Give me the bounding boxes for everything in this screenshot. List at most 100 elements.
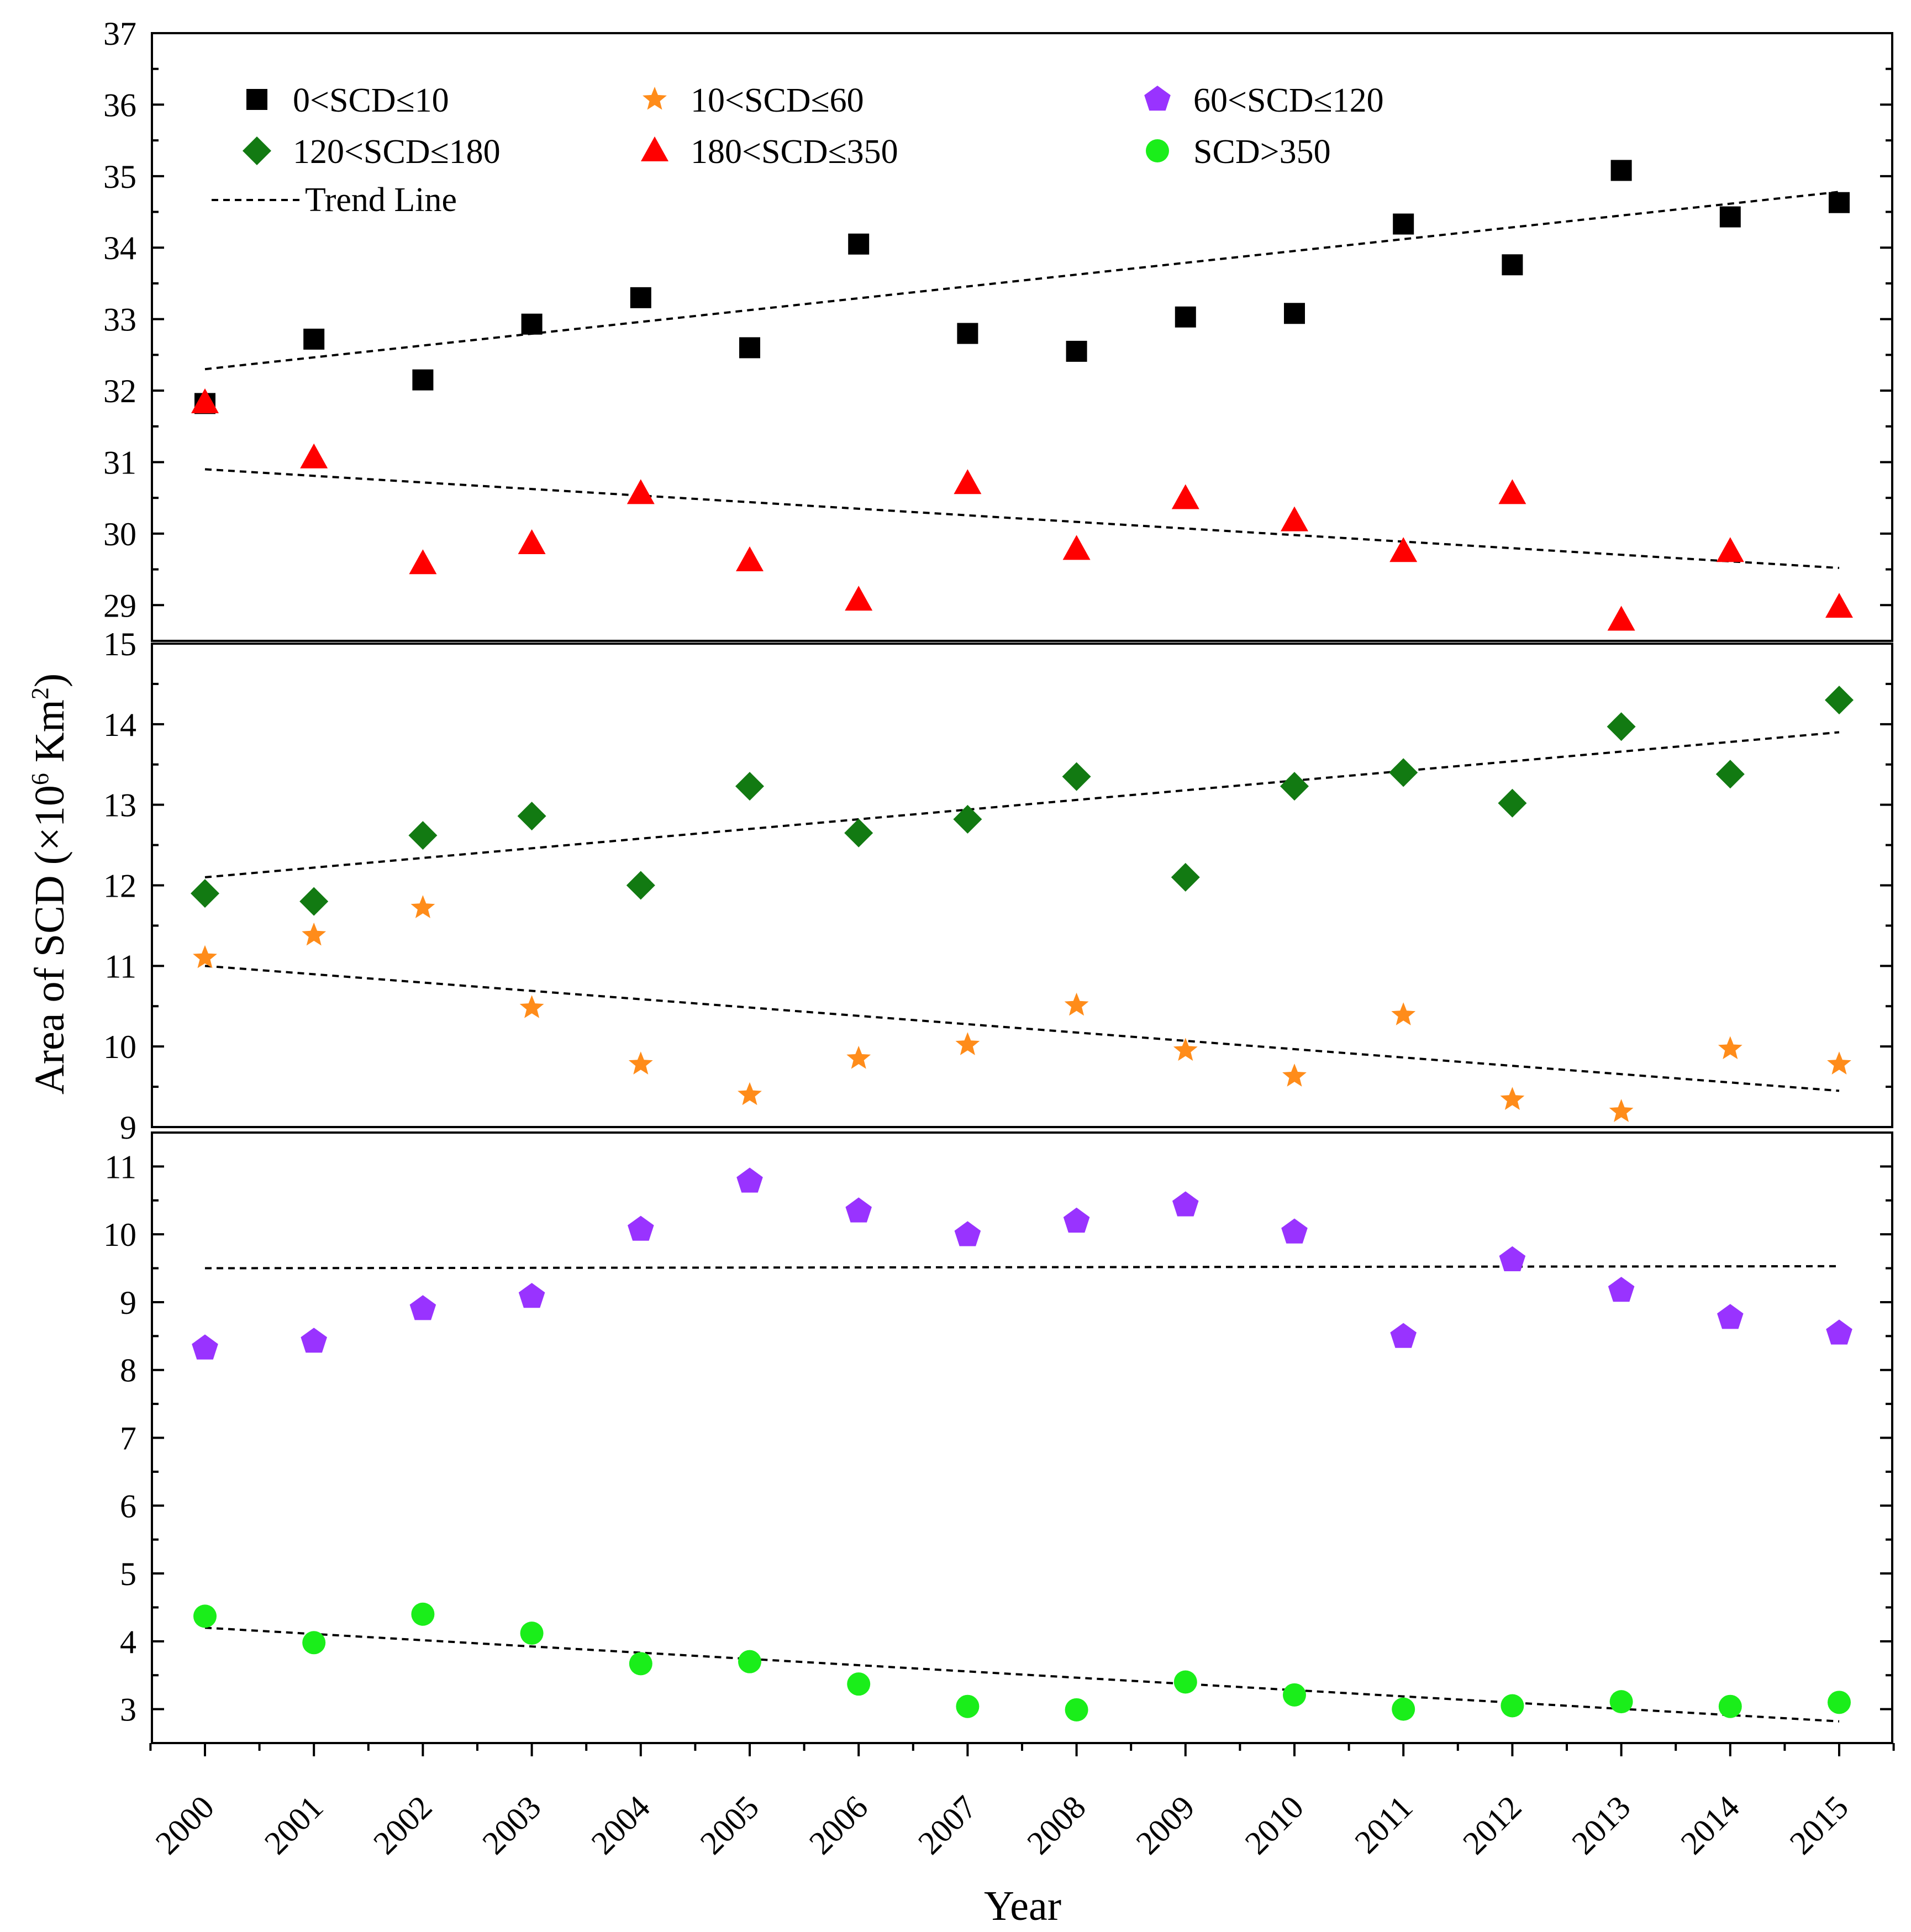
data-point-s5-2006 — [845, 586, 873, 611]
legend-label-s6: SCD>350 — [1193, 133, 1331, 171]
data-point-s1-2007 — [957, 323, 978, 344]
xtick-label: 2001 — [257, 1789, 330, 1862]
panel-bottom-ytick-label: 4 — [120, 1624, 136, 1660]
data-point-s5-2010 — [1281, 506, 1308, 531]
data-point-s6-2009 — [1173, 1670, 1197, 1694]
y-axis-title-square: 2 — [27, 687, 54, 699]
data-point-s4-2014 — [1715, 760, 1745, 789]
data-point-s6-2000 — [193, 1604, 217, 1628]
panels-layer: 2930313233343536379101112131415345678910… — [103, 15, 1893, 1744]
data-point-s4-2003 — [517, 802, 546, 831]
panel-top-ytick-label: 35 — [103, 159, 136, 195]
legend-entry-s2: 10<SCD≤60 — [643, 82, 864, 119]
data-point-s5-2012 — [1498, 479, 1526, 504]
data-point-s1-2010 — [1284, 303, 1305, 324]
data-point-s5-2002 — [409, 549, 437, 575]
data-point-s6-2002 — [411, 1602, 435, 1626]
data-point-s6-2012 — [1501, 1694, 1524, 1718]
data-point-s3-2006 — [845, 1197, 872, 1223]
data-point-s4-2002 — [408, 821, 438, 850]
data-point-s1-2009 — [1175, 306, 1196, 328]
legend-label-s3: 60<SCD≤120 — [1193, 82, 1384, 119]
legend-entry-s5: 180<SCD≤350 — [641, 133, 898, 171]
data-point-s2-2001 — [302, 922, 327, 946]
data-point-s5-2011 — [1389, 537, 1418, 562]
data-point-s5-2001 — [300, 443, 328, 468]
panel-bottom-ytick-label: 9 — [120, 1285, 136, 1321]
data-point-s2-2000 — [193, 945, 217, 968]
panel-bottom-frame — [151, 1131, 1893, 1744]
data-point-s6-2013 — [1609, 1690, 1633, 1714]
data-point-s5-2014 — [1716, 537, 1744, 562]
series-s1 — [194, 160, 1850, 414]
series-s4 — [191, 686, 1854, 916]
data-point-s4-2000 — [191, 879, 219, 908]
data-point-s1-2002 — [412, 369, 434, 391]
data-point-s3-2013 — [1608, 1277, 1635, 1302]
data-point-s2-2007 — [955, 1032, 980, 1055]
x-axis: 2000 2001 2002 2003 2004 2005 2006 2007 2008 2009… — [149, 1743, 1895, 1862]
data-point-s6-2008 — [1065, 1698, 1088, 1722]
trend-line-s2 — [204, 965, 1840, 1092]
panel-middle-ytick-label: 13 — [103, 787, 136, 824]
data-point-s5-2013 — [1607, 606, 1635, 631]
data-point-s2-2012 — [1500, 1087, 1525, 1110]
panel-bottom-ytick-label: 6 — [120, 1488, 136, 1524]
panel-bottom-ytick-label: 5 — [120, 1556, 136, 1592]
xtick-label: 2002 — [366, 1789, 439, 1862]
xtick-label: 2007 — [911, 1789, 984, 1862]
data-point-s1-2011 — [1393, 213, 1414, 235]
data-point-s3-2009 — [1172, 1191, 1199, 1217]
data-point-s6-2015 — [1828, 1691, 1851, 1714]
data-point-s1-2012 — [1502, 254, 1523, 276]
data-point-s4-2004 — [626, 871, 655, 900]
trend-line-s3 — [204, 1265, 1840, 1270]
data-point-s1-2004 — [630, 287, 651, 308]
data-point-s4-2011 — [1389, 758, 1418, 787]
data-point-s3-2002 — [409, 1295, 436, 1320]
panel-middle-ytick-label: 11 — [104, 948, 136, 985]
xtick-label: 2005 — [693, 1789, 766, 1862]
legend-marker-s6 — [1146, 139, 1169, 162]
trend-line-s4 — [204, 731, 1840, 878]
data-point-s4-2001 — [299, 887, 329, 916]
panel-top-ytick-label: 30 — [103, 516, 136, 552]
data-point-s2-2005 — [738, 1082, 762, 1105]
data-point-s5-2005 — [736, 546, 764, 572]
panel-bottom-ytick-label: 3 — [120, 1692, 136, 1728]
xtick-label: 2004 — [584, 1789, 657, 1862]
panel-bottom-ytick-label: 7 — [120, 1420, 136, 1457]
data-point-s4-2015 — [1825, 686, 1854, 715]
series-s6 — [193, 1602, 1851, 1722]
panel-middle-frame — [151, 643, 1893, 1128]
panel-bottom: 3 4 5 6 7 8 9 10 11 — [103, 1131, 1893, 1744]
legend-entry-s4: 120<SCD≤180 — [243, 133, 501, 171]
legend-entry-trend: Trend Line — [212, 181, 457, 219]
data-point-s1-2001 — [303, 328, 325, 350]
legend-entry-s3: 60<SCD≤120 — [1144, 82, 1384, 119]
panel-top-ytick-label: 32 — [103, 373, 136, 409]
data-point-s3-2005 — [736, 1167, 763, 1193]
panel-bottom-ytick-label: 11 — [104, 1149, 136, 1185]
data-point-s3-2008 — [1063, 1207, 1090, 1233]
data-point-s5-2004 — [627, 479, 655, 504]
data-point-s6-2004 — [629, 1652, 652, 1676]
panel-bottom-ytick-label: 8 — [120, 1352, 136, 1389]
data-point-s4-2008 — [1062, 762, 1091, 791]
xtick-label: 2000 — [149, 1789, 222, 1862]
xtick-label: 2006 — [802, 1789, 875, 1862]
y-axis-title: Area of SCD (×106 Km2) — [27, 673, 73, 1094]
legend-entry-s1: 0<SCD≤10 — [246, 82, 449, 119]
data-point-s1-2003 — [521, 313, 543, 335]
data-point-s5-2007 — [954, 469, 982, 494]
legend-label-s1: 0<SCD≤10 — [293, 82, 449, 119]
panel-top-ytick-label: 36 — [103, 87, 136, 123]
data-point-s2-2009 — [1173, 1038, 1198, 1061]
xtick-label: 2014 — [1673, 1789, 1746, 1862]
trend-line-s6 — [204, 1626, 1840, 1723]
xtick-label: 2010 — [1238, 1789, 1311, 1862]
data-point-s2-2013 — [1609, 1099, 1634, 1122]
data-point-s4-2012 — [1498, 788, 1527, 818]
y-axis-title-unit: Km — [27, 699, 73, 773]
data-point-s6-2006 — [847, 1672, 871, 1696]
